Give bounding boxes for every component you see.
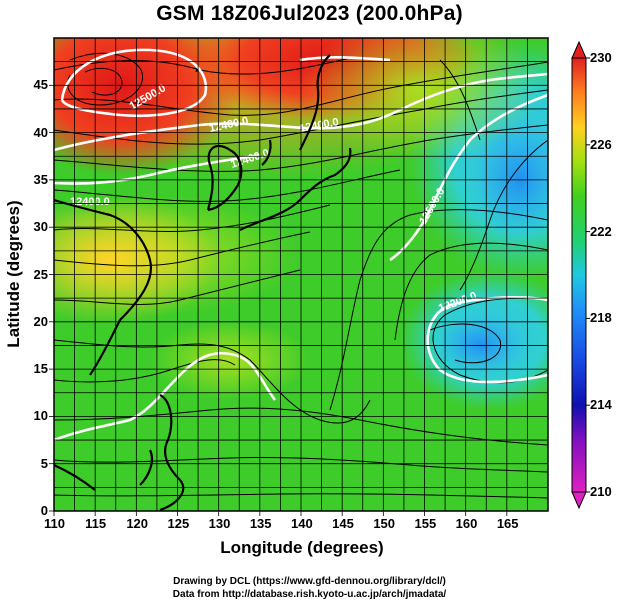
colorbar-top-arrow	[571, 40, 587, 59]
x-tick-label: 160	[455, 516, 478, 531]
x-tick-label: 115	[85, 516, 107, 531]
y-tick-label: 40	[33, 124, 48, 140]
colorbar-tick-label: 214	[590, 397, 612, 413]
contour-label-12400-d: 12400.0	[70, 196, 110, 208]
grid	[49, 37, 549, 516]
y-tick-label: 35	[33, 171, 48, 187]
chart-title: GSM 18Z06Jul2023 (200.0hPa)	[156, 2, 463, 25]
y-tick-label: 5	[40, 455, 48, 471]
colorbar-tick-label: 226	[590, 136, 612, 152]
colorbar	[571, 40, 590, 510]
y-tick-label: 25	[33, 266, 48, 282]
colorbar-bottom-arrow	[571, 491, 587, 510]
plot-frame	[53, 37, 549, 512]
colorbar-tick-label: 218	[590, 310, 612, 326]
colorbar-tick-label: 230	[590, 50, 612, 65]
y-tick-label: 10	[33, 408, 48, 424]
x-tick-label: 130	[208, 516, 231, 531]
x-tick-label: 110	[44, 516, 65, 531]
x-tick-label: 120	[126, 516, 149, 531]
y-tick-label: 45	[33, 77, 48, 93]
x-tick-label: 150	[373, 516, 396, 531]
y-tick-label: 15	[33, 361, 48, 377]
credit-drawing: Drawing by DCL (https://www.gfd-dennou.o…	[173, 576, 446, 587]
y-axis-label: Latitude (degrees)	[4, 200, 23, 348]
x-tick-label: 165	[496, 516, 519, 531]
colorbar-gradient	[571, 57, 587, 493]
y-tick-label: 30	[33, 219, 48, 235]
y-tick-label: 20	[33, 313, 48, 329]
colorbar-tick-label: 210	[590, 484, 612, 499]
x-tick-label: 155	[414, 516, 437, 531]
x-tick-label: 140	[291, 516, 313, 531]
colorbar-tick-label: 222	[590, 223, 612, 239]
y-tick-label: 0	[40, 503, 48, 518]
x-tick-label: 145	[332, 516, 354, 531]
x-tick-label: 125	[167, 516, 190, 531]
credit-data: Data from http://database.rish.kyoto-u.a…	[172, 589, 447, 600]
x-axis-label: Longitude (degrees)	[220, 538, 384, 557]
x-tick-label: 135	[249, 516, 272, 531]
height-contours	[54, 48, 548, 442]
